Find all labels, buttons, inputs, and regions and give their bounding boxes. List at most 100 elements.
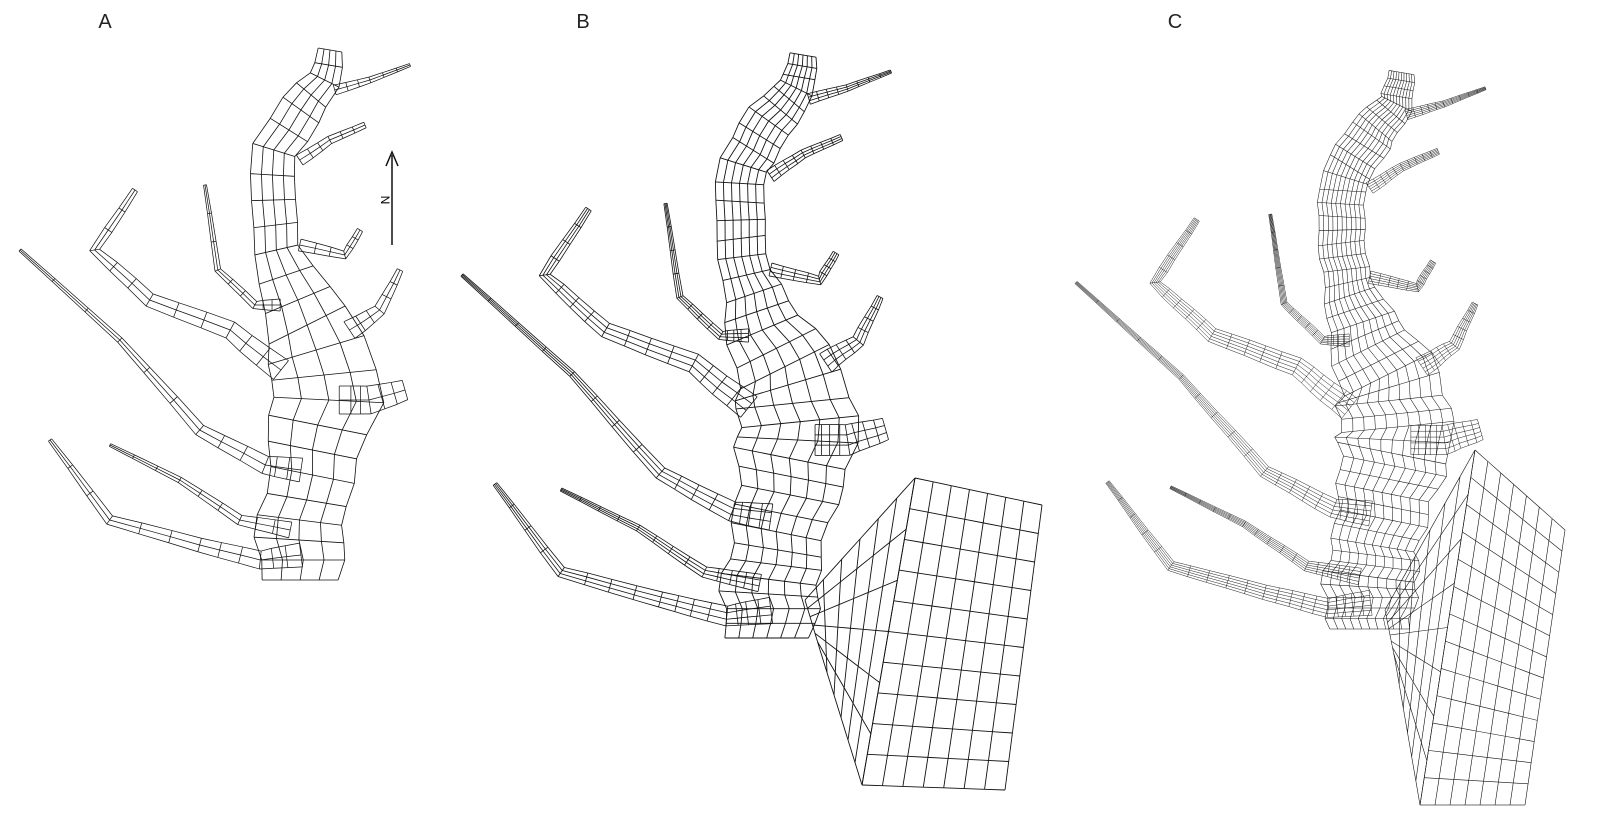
mesh-line — [752, 438, 757, 451]
mesh-line — [723, 280, 727, 302]
mesh-line — [1380, 278, 1390, 280]
mesh-line — [1510, 783, 1513, 805]
mesh-line — [730, 580, 744, 583]
mesh-line — [1368, 587, 1373, 598]
mesh-line — [793, 54, 795, 65]
mesh-line — [1397, 288, 1407, 290]
mesh-line — [1277, 365, 1294, 371]
mesh-line — [383, 70, 397, 75]
mesh-line — [1438, 591, 1444, 629]
mesh-line — [1006, 497, 1024, 501]
mesh-line — [1336, 600, 1343, 601]
mesh-line — [792, 403, 800, 421]
mesh-line — [1415, 598, 1419, 609]
mesh-line — [316, 243, 331, 247]
mesh-line — [1337, 230, 1338, 244]
mesh-line — [760, 615, 772, 616]
mesh-line — [1533, 651, 1547, 657]
mesh-line — [1394, 166, 1401, 170]
mesh-line — [283, 176, 284, 200]
mesh-line — [144, 373, 170, 404]
mesh-line — [1403, 441, 1404, 456]
mesh-line — [1387, 357, 1397, 370]
mesh-line — [821, 142, 824, 149]
mesh-line — [1338, 346, 1339, 362]
mesh-line — [463, 274, 491, 298]
mesh-line — [619, 420, 642, 444]
mesh-line — [252, 201, 254, 228]
mesh-line — [1407, 115, 1415, 117]
mesh-line — [1413, 457, 1415, 470]
mesh-line — [908, 726, 913, 756]
mesh-line — [633, 586, 637, 600]
mesh-line — [274, 568, 288, 569]
mesh-line — [800, 359, 806, 379]
mesh-line — [87, 496, 107, 524]
mesh-line — [179, 303, 207, 312]
mesh-line — [1476, 706, 1480, 731]
mesh-line — [581, 211, 591, 228]
mesh-line — [525, 530, 541, 552]
mesh-line — [1322, 203, 1324, 216]
mesh-line — [198, 552, 218, 558]
mesh-line — [662, 471, 679, 480]
mesh-line — [1388, 102, 1394, 109]
mesh-line — [1351, 513, 1357, 526]
mesh-line — [1367, 619, 1370, 630]
mesh-line — [1395, 168, 1402, 172]
mesh-line — [888, 755, 908, 756]
mesh-line — [90, 493, 110, 520]
mesh-line — [254, 228, 255, 255]
mesh-line — [1393, 79, 1396, 87]
mesh-line — [381, 393, 394, 396]
mesh-line — [933, 698, 938, 728]
mesh-line — [1416, 657, 1424, 662]
mesh-line — [1255, 534, 1267, 543]
mesh-line — [863, 333, 868, 346]
mesh-line — [1189, 570, 1208, 575]
mesh-line — [1369, 320, 1371, 332]
mesh-line — [1140, 338, 1161, 357]
mesh-line — [1165, 294, 1177, 305]
mesh-line — [577, 208, 588, 224]
mesh-line — [746, 131, 752, 146]
mesh-line — [788, 53, 790, 64]
mesh-line — [762, 330, 776, 348]
mesh-line — [776, 532, 778, 550]
mesh-line — [862, 420, 873, 422]
mesh-line — [1502, 558, 1515, 567]
mesh-line — [762, 503, 772, 504]
mesh-line — [807, 279, 820, 282]
mesh-line — [864, 306, 871, 317]
mesh-line — [288, 567, 303, 568]
mesh-line — [942, 516, 947, 546]
mesh-line — [865, 428, 876, 430]
mesh-line — [846, 85, 848, 91]
mesh-line — [788, 385, 792, 403]
mesh-line — [1320, 344, 1328, 345]
mesh-line — [1301, 358, 1314, 367]
mesh-line — [1367, 100, 1377, 107]
mesh-line — [1412, 757, 1416, 781]
mesh-line — [837, 87, 839, 94]
mesh-line — [50, 440, 70, 467]
mesh-line — [1423, 272, 1426, 277]
mesh-line — [489, 300, 516, 325]
mesh-line — [1362, 501, 1365, 525]
mesh-line — [157, 468, 180, 480]
mesh-line — [1552, 519, 1565, 530]
mesh-line — [1403, 166, 1410, 169]
mesh-line — [1512, 591, 1526, 599]
mesh-line — [739, 107, 749, 123]
mesh-line — [800, 609, 805, 624]
mesh-line — [1435, 462, 1436, 475]
mesh-line — [1429, 410, 1431, 423]
mesh-line — [1487, 757, 1502, 759]
mesh-line — [1526, 576, 1529, 599]
mesh-line — [637, 586, 663, 592]
mesh-line — [804, 67, 807, 78]
mesh-line — [1562, 530, 1565, 551]
mesh-line — [462, 275, 490, 300]
mesh-line — [1027, 591, 1031, 620]
mesh-line — [269, 397, 274, 415]
